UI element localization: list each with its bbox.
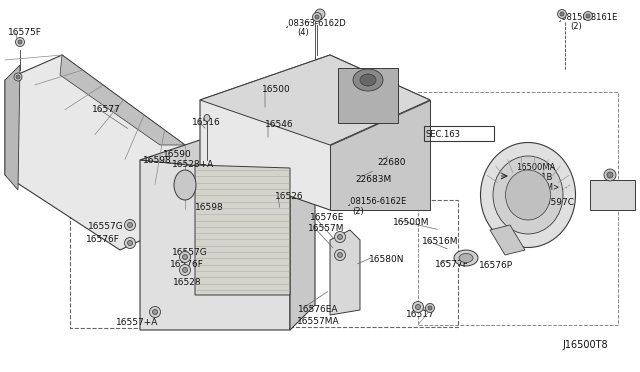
Bar [590,180,635,210]
Text: 16528+A: 16528+A [172,160,214,169]
Text: 16580N: 16580N [369,255,404,264]
Polygon shape [490,225,525,255]
Ellipse shape [179,264,191,276]
Text: 16590: 16590 [163,150,192,159]
Ellipse shape [14,73,22,81]
Text: 16576E: 16576E [310,213,344,222]
Text: 22683M: 22683M [355,175,391,184]
Text: 16577: 16577 [92,105,121,114]
Bar [424,126,494,141]
Ellipse shape [125,237,136,248]
Text: SEC.163: SEC.163 [426,130,461,139]
Ellipse shape [179,251,191,263]
Text: ¸08156-8161E: ¸08156-8161E [558,12,618,21]
Ellipse shape [315,15,319,19]
Text: ¸08363-6162D: ¸08363-6162D [285,18,347,27]
Ellipse shape [18,40,22,44]
Bar [418,92,618,325]
Polygon shape [140,140,315,175]
Ellipse shape [481,142,575,247]
Text: 16528: 16528 [173,278,202,287]
Text: SEC.11B: SEC.11B [518,173,554,182]
Bar [290,200,458,327]
Polygon shape [200,55,430,145]
Text: 16516: 16516 [192,118,221,127]
Text: 16576EA: 16576EA [298,305,339,314]
Polygon shape [195,165,290,295]
Ellipse shape [127,222,132,228]
Ellipse shape [353,69,383,91]
Text: 16557G: 16557G [172,248,208,257]
Ellipse shape [335,231,346,243]
Ellipse shape [204,115,210,122]
Text: J16500T8: J16500T8 [562,340,607,350]
Ellipse shape [607,172,613,178]
Text: 16576F: 16576F [170,260,204,269]
Text: 16516M: 16516M [422,237,458,246]
Polygon shape [5,55,185,250]
Text: 16597C: 16597C [540,198,575,207]
Bar [70,212,240,328]
Text: (4): (4) [297,28,308,37]
Text: 16577F: 16577F [435,260,469,269]
Polygon shape [5,65,20,190]
Ellipse shape [127,241,132,246]
Ellipse shape [454,250,478,266]
Text: 16500: 16500 [262,85,291,94]
Text: 16500M: 16500M [393,218,429,227]
Text: 16576P: 16576P [479,261,513,270]
Ellipse shape [557,10,566,19]
Text: (2): (2) [570,22,582,31]
Text: 16546: 16546 [265,120,294,129]
Ellipse shape [360,74,376,86]
Text: 16598: 16598 [143,156,172,165]
Polygon shape [60,55,185,145]
Ellipse shape [16,75,20,79]
Ellipse shape [560,12,564,16]
Bar [338,68,398,123]
Text: 16526: 16526 [275,192,303,201]
Ellipse shape [337,234,342,240]
Polygon shape [330,230,360,315]
Polygon shape [200,55,430,210]
Ellipse shape [413,301,424,312]
Ellipse shape [428,306,432,310]
Ellipse shape [426,304,435,312]
Text: 16500MA: 16500MA [516,163,556,172]
Ellipse shape [337,253,342,257]
Ellipse shape [415,305,420,310]
Text: 16576F: 16576F [86,235,120,244]
Ellipse shape [182,267,188,273]
Text: 16557G: 16557G [88,222,124,231]
Ellipse shape [150,307,161,317]
Ellipse shape [584,12,593,20]
Text: <11635M>: <11635M> [516,183,559,192]
Text: 16517: 16517 [406,310,435,319]
Text: 16557MA: 16557MA [297,317,340,326]
Ellipse shape [182,254,188,260]
Ellipse shape [604,169,616,181]
Ellipse shape [459,253,473,263]
Ellipse shape [506,170,550,220]
Polygon shape [330,100,430,210]
Text: ¸08156-6162E: ¸08156-6162E [347,196,407,205]
Ellipse shape [335,250,346,260]
Ellipse shape [174,170,196,200]
Ellipse shape [315,9,325,19]
Text: 16557M: 16557M [308,224,344,233]
Text: 16575F: 16575F [8,28,42,37]
Text: 16598: 16598 [195,203,224,212]
Ellipse shape [312,13,321,22]
Text: (2): (2) [352,207,364,216]
Ellipse shape [586,14,590,18]
Ellipse shape [493,156,563,234]
Ellipse shape [152,310,157,314]
Ellipse shape [15,38,24,46]
Polygon shape [140,160,290,330]
Text: 22680: 22680 [377,158,406,167]
Text: 16557+A: 16557+A [116,318,158,327]
Ellipse shape [125,219,136,231]
Polygon shape [290,150,315,330]
